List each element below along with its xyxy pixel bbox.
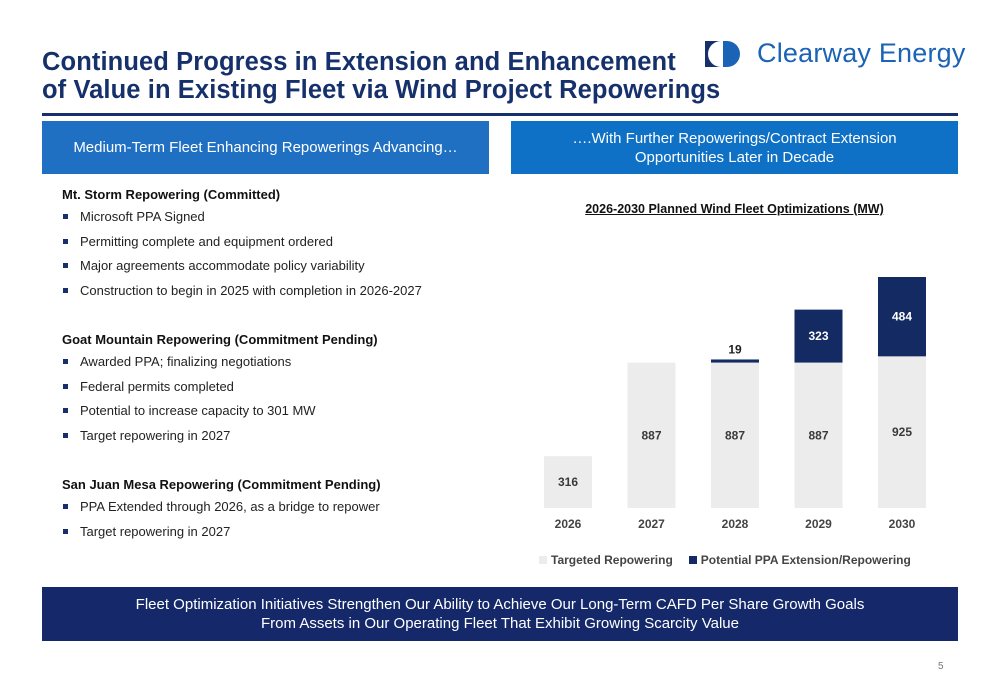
bar-potential-ppa-extension (711, 359, 759, 363)
right-header-text: ….With Further Repowerings/Contract Exte… (572, 129, 897, 166)
data-label: 323 (808, 329, 828, 343)
list-item: Federal permits completed (62, 378, 482, 403)
repowering-projects-list: Mt. Storm Repowering (Committed) Microso… (62, 186, 482, 547)
section-mt-storm: Mt. Storm Repowering (Committed) Microso… (62, 186, 482, 306)
page-title-line2: of Value in Existing Fleet via Wind Proj… (42, 76, 721, 104)
legend-item-targeted: Targeted Repowering (539, 553, 673, 567)
legend-label: Targeted Repowering (551, 553, 673, 567)
list-item: Microsoft PPA Signed (62, 208, 482, 233)
logo-text: Clearway Energy (757, 38, 966, 68)
x-tick-label: 2030 (889, 517, 916, 531)
list-item: Major agreements accommodate policy vari… (62, 257, 482, 282)
data-label: 887 (808, 428, 828, 442)
footer-line2: From Assets in Our Operating Fleet That … (261, 615, 739, 632)
list-item: PPA Extended through 2026, as a bridge t… (62, 498, 482, 523)
page-title: Continued Progress in Extension and Enha… (42, 48, 742, 104)
data-label: 887 (641, 428, 661, 442)
page-title-line1: Continued Progress in Extension and Enha… (42, 48, 676, 76)
x-tick-label: 2028 (722, 517, 749, 531)
chart-title: 2026-2030 Planned Wind Fleet Optimizatio… (585, 202, 884, 216)
list-item: Awarded PPA; finalizing negotiations (62, 353, 482, 378)
legend-label: Potential PPA Extension/Repowering (700, 553, 911, 567)
x-tick-label: 2029 (805, 517, 832, 531)
section-title: Mt. Storm Repowering (Committed) (62, 187, 281, 202)
title-divider (42, 113, 958, 116)
bar-targeted-repowering (794, 362, 843, 508)
data-label: 887 (725, 428, 745, 442)
left-section-header: Medium-Term Fleet Enhancing Repowerings … (42, 121, 489, 174)
data-label: 925 (892, 425, 912, 439)
bar-potential-ppa-extension (878, 277, 926, 357)
company-logo: Clearway Energy (703, 38, 966, 69)
section-san-juan-mesa: San Juan Mesa Repowering (Commitment Pen… (62, 476, 482, 547)
list-item: Permitting complete and equipment ordere… (62, 233, 482, 258)
left-header-text: Medium-Term Fleet Enhancing Repowerings … (73, 139, 458, 156)
bar-targeted-repowering (544, 456, 592, 508)
data-label: 484 (892, 310, 912, 324)
x-tick-label: 2026 (555, 517, 582, 531)
right-section-header: ….With Further Repowerings/Contract Exte… (511, 121, 958, 174)
legend-swatch-targeted (539, 556, 547, 564)
list-item: Target repowering in 2027 (62, 427, 482, 452)
list-item: Potential to increase capacity to 301 MW (62, 402, 482, 427)
legend-swatch-potential (688, 556, 697, 564)
x-tick-label: 2027 (638, 517, 665, 531)
legend-item-potential: Potential PPA Extension/Repowering (688, 553, 911, 567)
wind-fleet-chart: 316 2026 887 2027 887 19 2028 887 323 2029 925 484 2… (544, 277, 926, 531)
clearway-logo-icon (705, 40, 740, 67)
data-label: 316 (558, 475, 578, 489)
bar-targeted-repowering (627, 362, 676, 508)
section-title: San Juan Mesa Repowering (Commitment Pen… (62, 477, 381, 492)
page-number: 5 (938, 661, 944, 672)
footer-line1: Fleet Optimization Initiatives Strengthe… (135, 596, 865, 613)
section-goat-mountain: Goat Mountain Repowering (Commitment Pen… (62, 331, 482, 451)
section-title: Goat Mountain Repowering (Commitment Pen… (62, 332, 378, 347)
data-label: 19 (728, 342, 742, 356)
bar-potential-ppa-extension (794, 309, 843, 363)
list-item: Construction to begin in 2025 with compl… (62, 282, 482, 307)
footer-banner: Fleet Optimization Initiatives Strengthe… (42, 587, 958, 641)
bar-targeted-repowering (711, 362, 759, 508)
chart-legend: Targeted Repowering Potential PPA Extens… (539, 553, 927, 567)
bar-targeted-repowering (878, 356, 926, 508)
list-item: Target repowering in 2027 (62, 523, 482, 548)
